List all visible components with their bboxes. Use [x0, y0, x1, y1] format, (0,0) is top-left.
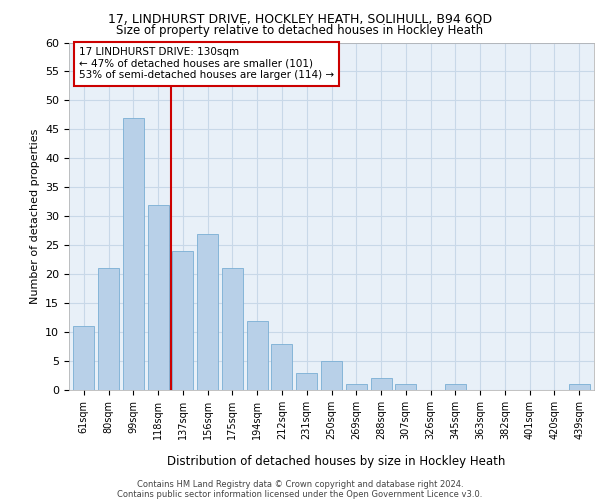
- Bar: [123, 118, 144, 390]
- Text: 17, LINDHURST DRIVE, HOCKLEY HEATH, SOLIHULL, B94 6QD: 17, LINDHURST DRIVE, HOCKLEY HEATH, SOLI…: [108, 12, 492, 26]
- Bar: [222, 268, 243, 390]
- Bar: [371, 378, 392, 390]
- Bar: [148, 204, 169, 390]
- Bar: [247, 320, 268, 390]
- Bar: [271, 344, 292, 390]
- Bar: [395, 384, 416, 390]
- Bar: [346, 384, 367, 390]
- Text: Contains HM Land Registry data © Crown copyright and database right 2024.
Contai: Contains HM Land Registry data © Crown c…: [118, 480, 482, 499]
- Bar: [98, 268, 119, 390]
- Bar: [172, 251, 193, 390]
- Text: 17 LINDHURST DRIVE: 130sqm
← 47% of detached houses are smaller (101)
53% of sem: 17 LINDHURST DRIVE: 130sqm ← 47% of deta…: [79, 47, 334, 80]
- Bar: [73, 326, 94, 390]
- Y-axis label: Number of detached properties: Number of detached properties: [29, 128, 40, 304]
- Bar: [569, 384, 590, 390]
- Text: Distribution of detached houses by size in Hockley Heath: Distribution of detached houses by size …: [167, 454, 505, 468]
- Bar: [321, 361, 342, 390]
- Bar: [197, 234, 218, 390]
- Text: Size of property relative to detached houses in Hockley Heath: Size of property relative to detached ho…: [116, 24, 484, 37]
- Bar: [296, 372, 317, 390]
- Bar: [445, 384, 466, 390]
